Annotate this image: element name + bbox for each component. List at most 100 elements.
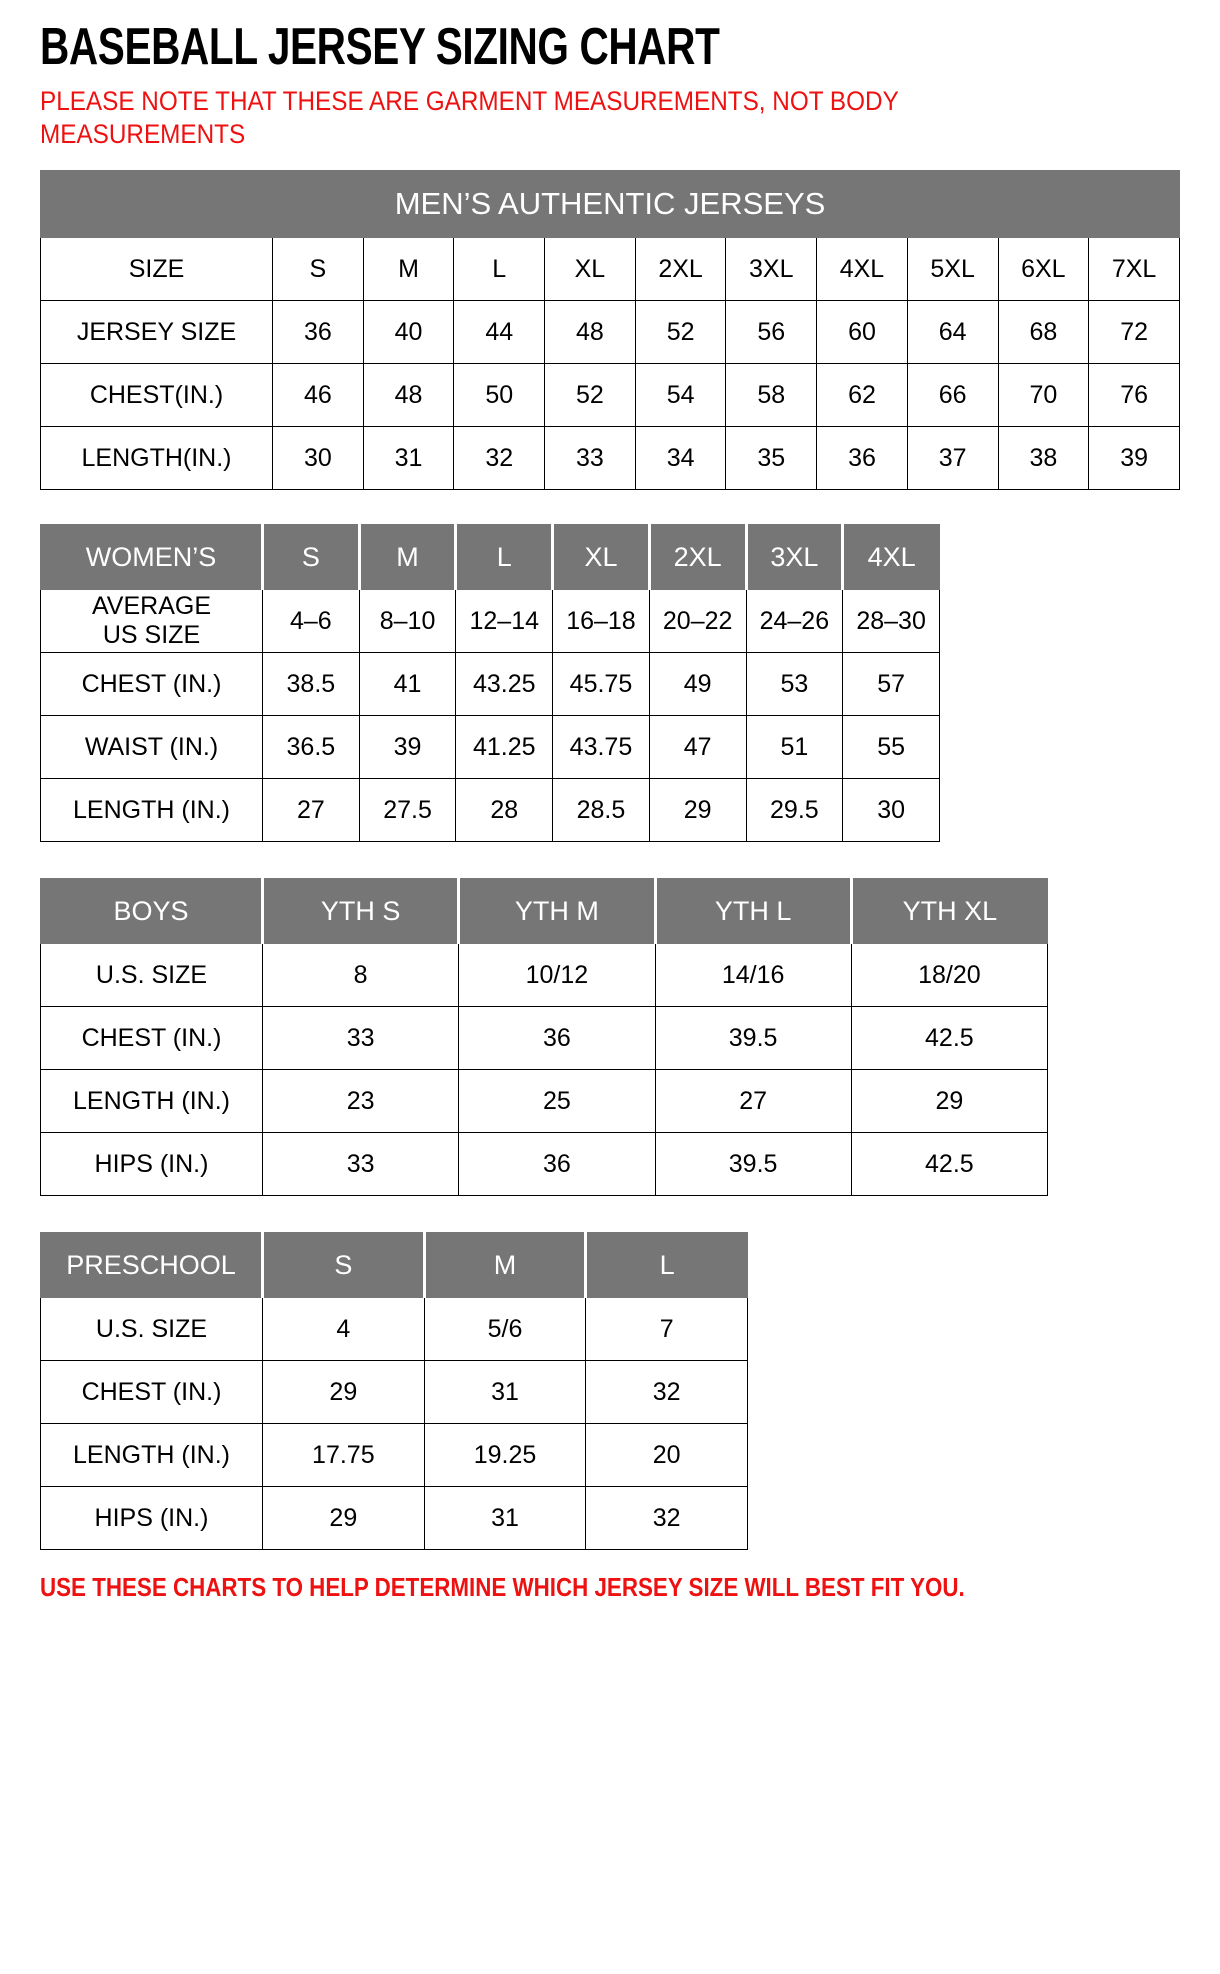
row-label: LENGTH (IN.) <box>40 1069 263 1134</box>
table-row: AVERAGE US SIZE 4–6 8–10 12–14 16–18 20–… <box>40 589 940 654</box>
boys-col-header: YTH M <box>457 878 657 945</box>
cell: 20 <box>585 1423 748 1488</box>
row-label: CHEST (IN.) <box>40 1360 263 1425</box>
cell: 52 <box>634 300 727 365</box>
cell: 36 <box>458 1132 656 1197</box>
cell: 45.75 <box>552 652 650 717</box>
cell: 41.25 <box>455 715 554 780</box>
cell: 40 <box>362 300 455 365</box>
cell: 38 <box>997 426 1090 491</box>
footer-note: USE THESE CHARTS TO HELP DETERMINE WHICH… <box>40 1572 965 1603</box>
preschool-header-row: PRESCHOOL S M L <box>40 1232 748 1299</box>
cell: 29.5 <box>745 778 844 843</box>
table-row: WAIST (IN.) 36.5 39 41.25 43.75 47 51 55 <box>40 715 940 780</box>
cell: 46 <box>272 363 364 428</box>
womens-header-row: WOMEN’S S M L XL 2XL 3XL 4XL <box>40 524 940 591</box>
table-row: LENGTH(IN.) 30 31 32 33 34 35 36 37 38 3… <box>40 426 1180 491</box>
cell: 32 <box>585 1360 748 1425</box>
row-label: U.S. SIZE <box>40 1297 263 1362</box>
table-row: CHEST (IN.) 33 36 39.5 42.5 <box>40 1006 1049 1071</box>
cell: 39 <box>1088 426 1180 491</box>
table-row: HIPS (IN.) 29 31 32 <box>40 1486 748 1551</box>
mens-col-header: L <box>453 237 546 302</box>
cell: 28–30 <box>842 589 940 654</box>
womens-col-header: M <box>357 524 458 591</box>
cell: 30 <box>272 426 364 491</box>
cell: 33 <box>544 426 636 491</box>
cell: 27.5 <box>358 778 457 843</box>
row-label: LENGTH (IN.) <box>40 1423 263 1488</box>
cell: 64 <box>906 300 999 365</box>
cell: 29 <box>850 1069 1049 1134</box>
table-row: HIPS (IN.) 33 36 39.5 42.5 <box>40 1132 1049 1197</box>
mens-col-header: 3XL <box>725 237 818 302</box>
cell: 31 <box>362 426 455 491</box>
mens-corner-label: SIZE <box>40 237 273 302</box>
cell: 20–22 <box>648 589 747 654</box>
cell: 39.5 <box>654 1132 852 1197</box>
cell: 31 <box>423 1360 587 1425</box>
mens-banner-row: MEN’S AUTHENTIC JERSEYS <box>40 170 1180 239</box>
cell: 43.25 <box>455 652 554 717</box>
womens-col-header: L <box>454 524 555 591</box>
table-row: CHEST (IN.) 38.5 41 43.25 45.75 49 53 57 <box>40 652 940 717</box>
cell: 25 <box>458 1069 656 1134</box>
cell: 14/16 <box>654 943 852 1008</box>
row-label: HIPS (IN.) <box>40 1486 263 1551</box>
cell: 36 <box>458 1006 656 1071</box>
cell: 29 <box>648 778 747 843</box>
mens-col-header: M <box>362 237 455 302</box>
cell: 4 <box>262 1297 425 1362</box>
cell: 38.5 <box>262 652 360 717</box>
garment-measurement-note: PLEASE NOTE THAT THESE ARE GARMENT MEASU… <box>40 85 899 150</box>
boys-col-header: YTH XL <box>849 878 1049 945</box>
womens-col-header: 3XL <box>744 524 845 591</box>
row-label-line2: US SIZE <box>102 621 201 650</box>
womens-sizing-table: WOMEN’S S M L XL 2XL 3XL 4XL AVERAGE US … <box>40 524 940 843</box>
table-row: LENGTH (IN.) 17.75 19.25 20 <box>40 1423 748 1488</box>
cell: 43.75 <box>552 715 650 780</box>
page-title: BASEBALL JERSEY SIZING CHART <box>40 18 720 76</box>
table-row: U.S. SIZE 4 5/6 7 <box>40 1297 748 1362</box>
cell: 8 <box>261 943 460 1008</box>
cell: 42.5 <box>850 1132 1049 1197</box>
row-label: WAIST (IN.) <box>40 715 263 780</box>
row-label: CHEST (IN.) <box>40 652 263 717</box>
cell: 5/6 <box>423 1297 587 1362</box>
row-label-line1: AVERAGE <box>91 592 212 621</box>
womens-col-header: XL <box>551 524 651 591</box>
mens-col-header: 7XL <box>1088 237 1180 302</box>
cell: 76 <box>1088 363 1180 428</box>
cell: 42.5 <box>850 1006 1049 1071</box>
cell: 4–6 <box>262 589 360 654</box>
cell: 30 <box>842 778 940 843</box>
cell: 44 <box>453 300 546 365</box>
womens-col-header: S <box>261 524 361 591</box>
cell: 10/12 <box>458 943 656 1008</box>
cell: 36 <box>816 426 908 491</box>
cell: 57 <box>842 652 940 717</box>
cell: 39 <box>358 715 457 780</box>
cell: 56 <box>725 300 818 365</box>
cell: 72 <box>1088 300 1180 365</box>
table-row: JERSEY SIZE 36 40 44 48 52 56 60 64 68 7… <box>40 300 1180 365</box>
mens-sizing-table: MEN’S AUTHENTIC JERSEYS SIZE S M L XL 2X… <box>40 170 1180 491</box>
mens-col-header: 4XL <box>816 237 908 302</box>
row-label: LENGTH(IN.) <box>40 426 273 491</box>
cell: 19.25 <box>423 1423 587 1488</box>
cell: 32 <box>453 426 546 491</box>
womens-corner-label: WOMEN’S <box>40 524 264 591</box>
cell: 60 <box>816 300 908 365</box>
preschool-col-header: M <box>422 1232 588 1299</box>
mens-col-header: S <box>272 237 364 302</box>
preschool-corner-label: PRESCHOOL <box>40 1232 264 1299</box>
cell: 33 <box>261 1132 460 1197</box>
mens-col-header: 5XL <box>906 237 999 302</box>
womens-col-header: 2XL <box>647 524 748 591</box>
preschool-col-header: S <box>261 1232 426 1299</box>
cell: 36 <box>272 300 364 365</box>
cell: 33 <box>261 1006 460 1071</box>
cell: 52 <box>544 363 636 428</box>
mens-size-header-row: SIZE S M L XL 2XL 3XL 4XL 5XL 6XL 7XL <box>40 237 1180 302</box>
row-label: CHEST(IN.) <box>40 363 273 428</box>
